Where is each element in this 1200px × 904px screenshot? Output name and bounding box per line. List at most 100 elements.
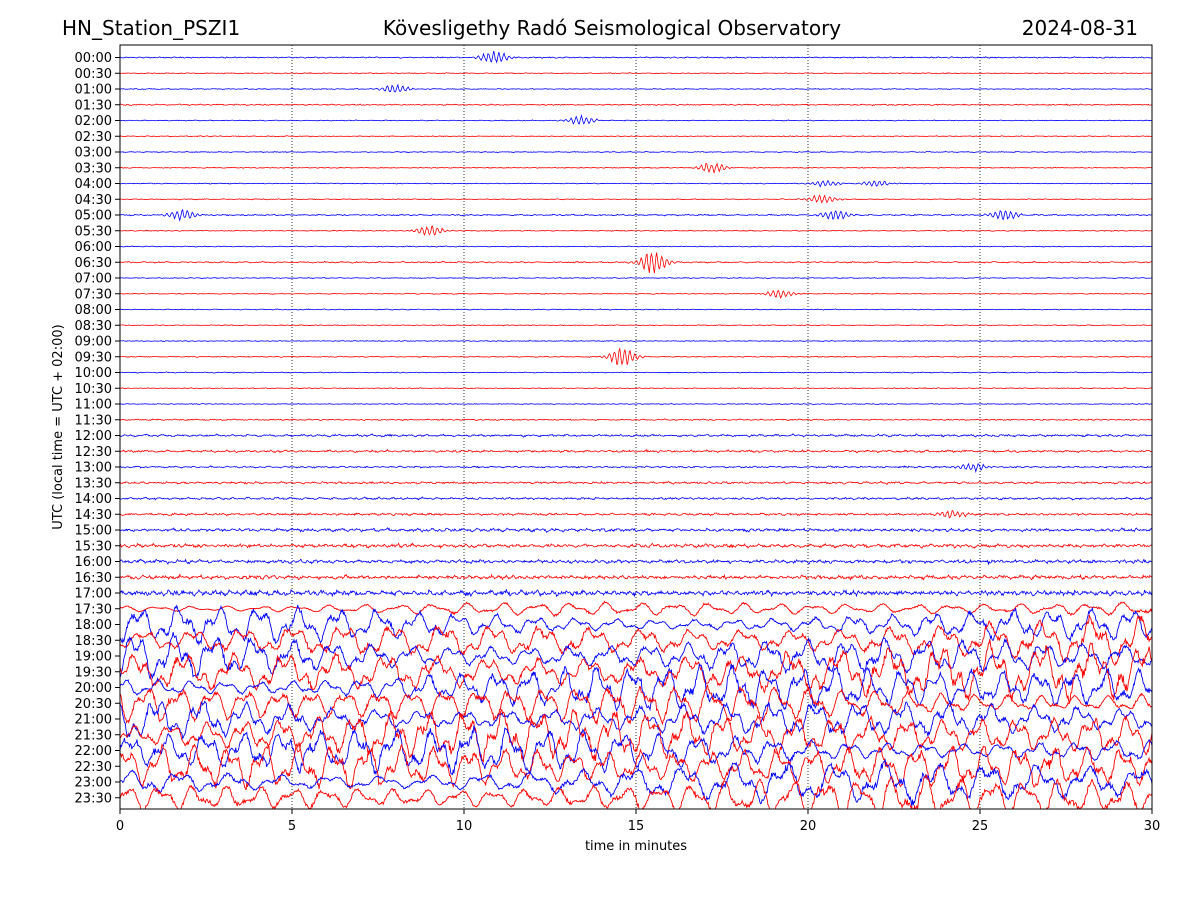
trace-0500 <box>120 208 1152 222</box>
trace-0330 <box>120 162 1152 174</box>
trace-2030 <box>120 684 1152 726</box>
trace-0430 <box>120 194 1152 204</box>
trace-1630 <box>120 573 1152 581</box>
trace-1530 <box>120 542 1152 550</box>
trace-0530 <box>120 225 1152 236</box>
row-label-0330: 03:30 <box>75 161 112 176</box>
trace-2230 <box>120 742 1152 791</box>
trace-0030 <box>120 72 1152 75</box>
row-label-2000: 20:00 <box>75 681 112 696</box>
row-label-1730: 17:30 <box>75 602 112 617</box>
trace-1600 <box>120 558 1152 566</box>
row-label-1030: 10:30 <box>75 382 112 397</box>
row-label-1930: 19:30 <box>75 665 112 680</box>
row-label-2030: 20:30 <box>75 697 112 712</box>
trace-0930 <box>120 347 1152 366</box>
trace-1830 <box>120 614 1152 666</box>
row-label-0830: 08:30 <box>75 319 112 334</box>
station-label: HN_Station_PSZI1 <box>62 16 240 40</box>
trace-1700 <box>120 588 1152 598</box>
row-label-2230: 22:30 <box>75 760 112 775</box>
row-label-1200: 12:00 <box>75 429 112 444</box>
trace-1930 <box>120 639 1152 705</box>
trace-0130 <box>120 103 1152 107</box>
row-label-1700: 17:00 <box>75 587 112 602</box>
trace-0300 <box>120 150 1152 154</box>
row-label-0230: 02:30 <box>75 130 112 145</box>
trace-1030 <box>120 387 1152 390</box>
date-label: 2024-08-31 <box>1022 16 1138 40</box>
seismogram-traces <box>120 50 1152 809</box>
x-axis-ticks: 0 5 10 15 20 25 30 <box>116 809 1160 834</box>
trace-1000 <box>120 371 1152 374</box>
row-label-1400: 14:00 <box>75 492 112 507</box>
trace-2130 <box>120 708 1152 764</box>
trace-1800 <box>120 604 1152 646</box>
row-label-0400: 04:00 <box>75 177 112 192</box>
row-label-1330: 13:30 <box>75 476 112 491</box>
row-label-2100: 21:00 <box>75 713 112 728</box>
row-label-0630: 06:30 <box>75 256 112 271</box>
row-label-0900: 09:00 <box>75 335 112 350</box>
trace-2100 <box>120 700 1152 740</box>
row-label-2200: 22:00 <box>75 744 112 759</box>
x-tick-label-5: 5 <box>288 819 296 834</box>
row-label-1000: 10:00 <box>75 366 112 381</box>
trace-0800 <box>120 308 1152 311</box>
x-tick-label-10: 10 <box>456 819 473 834</box>
row-label-0130: 01:30 <box>75 98 112 113</box>
row-label-2130: 21:30 <box>75 728 112 743</box>
trace-0700 <box>120 276 1152 279</box>
row-label-0200: 02:00 <box>75 114 112 129</box>
row-label-0530: 05:30 <box>75 224 112 239</box>
chart-title: Kövesligethy Radó Seismological Observat… <box>383 16 841 40</box>
trace-0200 <box>120 113 1152 125</box>
trace-1230 <box>120 448 1152 454</box>
row-label-1500: 15:00 <box>75 524 112 539</box>
row-label-1430: 14:30 <box>75 508 112 523</box>
row-label-1100: 11:00 <box>75 398 112 413</box>
row-label-2300: 23:00 <box>75 776 112 791</box>
x-tick-label-0: 0 <box>116 819 124 834</box>
trace-1130 <box>120 418 1152 422</box>
row-time-labels: 00:0000:3001:0001:3002:0002:3003:0003:30… <box>75 51 120 806</box>
x-tick-label-20: 20 <box>800 819 817 834</box>
row-label-1530: 15:30 <box>75 539 112 554</box>
trace-1400 <box>120 496 1152 501</box>
trace-1200 <box>120 433 1152 438</box>
row-label-0500: 05:00 <box>75 209 112 224</box>
row-label-1230: 12:30 <box>75 445 112 460</box>
trace-0000 <box>120 50 1152 64</box>
trace-1900 <box>120 632 1152 680</box>
trace-0730 <box>120 289 1152 299</box>
row-label-0930: 09:30 <box>75 350 112 365</box>
row-label-1600: 16:00 <box>75 555 112 570</box>
x-tick-label-30: 30 <box>1144 819 1161 834</box>
row-label-0000: 00:00 <box>75 51 112 66</box>
row-label-0430: 04:30 <box>75 193 112 208</box>
row-label-0100: 01:00 <box>75 83 112 98</box>
row-label-0800: 08:00 <box>75 303 112 318</box>
x-tick-label-15: 15 <box>628 819 645 834</box>
x-tick-label-25: 25 <box>972 819 989 834</box>
trace-1330 <box>120 480 1152 485</box>
row-label-0700: 07:00 <box>75 272 112 287</box>
trace-0830 <box>120 324 1152 327</box>
row-label-1130: 11:30 <box>75 413 112 428</box>
row-label-0730: 07:30 <box>75 287 112 302</box>
trace-2300 <box>120 758 1152 807</box>
row-label-0300: 03:00 <box>75 146 112 161</box>
row-label-1800: 18:00 <box>75 618 112 633</box>
trace-0900 <box>120 339 1152 342</box>
row-label-1630: 16:30 <box>75 571 112 586</box>
row-label-1300: 13:00 <box>75 461 112 476</box>
row-label-0600: 06:00 <box>75 240 112 255</box>
y-axis-label: UTC (local time = UTC + 02:00) <box>51 324 66 529</box>
trace-1430 <box>120 509 1152 519</box>
trace-0100 <box>120 83 1152 93</box>
row-label-1900: 19:00 <box>75 650 112 665</box>
trace-0630 <box>120 252 1152 274</box>
trace-1500 <box>120 527 1152 534</box>
